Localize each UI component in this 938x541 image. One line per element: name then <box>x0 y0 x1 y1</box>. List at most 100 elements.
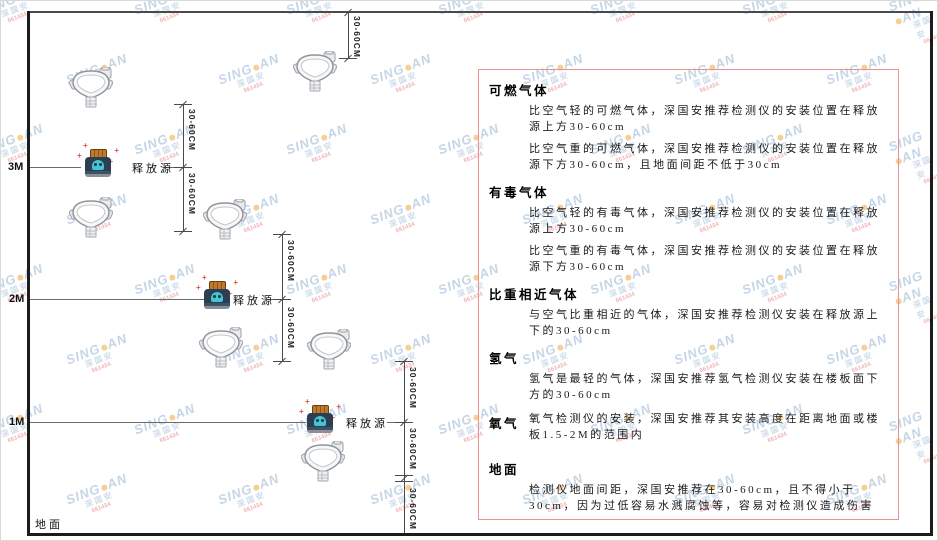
source-jar <box>85 157 111 177</box>
gas-detector-icon <box>68 196 114 244</box>
dim-label: 30-60CM <box>187 173 197 215</box>
release-source-label: 释放源 <box>132 163 174 175</box>
dim-line-1m-ground <box>404 361 405 533</box>
info-panel: 可燃气体 比空气轻的可燃气体，深国安推荐检测仪的安装位置在释放源上方30-60c… <box>478 69 899 520</box>
spark-mark: + <box>299 407 304 416</box>
dim-label: 30-60CM <box>187 109 197 151</box>
section-hydrogen: 氢气 氢气是最轻的气体，深国安推荐氢气检测仪安装在楼板面下方的30-60cm <box>489 348 890 403</box>
brand-dot-icon <box>168 1 177 2</box>
section-paragraph: 比空气重的有毒气体，深国安推荐检测仪的安装位置在释放源下方30-60cm <box>529 245 880 273</box>
dim-tick <box>395 481 413 482</box>
right-wall-line <box>930 11 933 535</box>
brand-dot-icon <box>320 273 329 282</box>
spark-mark: + <box>305 397 310 406</box>
spark-mark: + <box>114 146 119 155</box>
left-wall-line <box>27 11 30 535</box>
brand-dot-icon <box>252 343 261 352</box>
spark-mark: + <box>77 151 82 160</box>
brand-dot-icon <box>252 483 261 492</box>
gas-detector-icon <box>292 50 338 98</box>
height-line-1m <box>30 422 306 423</box>
height-label-2m: 2M <box>9 293 25 305</box>
release-source-icon: ++++ <box>196 274 238 309</box>
height-line-2m <box>30 299 204 300</box>
brand-dot-icon <box>404 343 413 352</box>
brand-dot-icon <box>16 1 25 2</box>
brand-dot-icon <box>776 1 785 2</box>
section-paragraph: 比空气轻的有毒气体，深国安推荐检测仪的安装位置在释放源上方30-60cm <box>529 207 880 235</box>
brand-dot-icon <box>100 483 109 492</box>
brand-dot-icon <box>252 63 261 72</box>
release-source-label: 释放源 <box>233 295 275 307</box>
height-label-3m: 3M <box>8 161 24 173</box>
brand-dot-icon <box>16 133 25 142</box>
section-heading: 可燃气体 <box>489 84 550 98</box>
section-heading: 氢气 <box>489 352 520 366</box>
height-line-3m-connector <box>163 167 175 168</box>
dim-label: 30-60CM <box>286 240 296 282</box>
section-heading: 氧气 <box>489 417 520 431</box>
brand-dot-icon <box>252 203 261 212</box>
dim-tick <box>395 475 413 476</box>
dim-line-ceiling <box>348 13 349 58</box>
brand-dot-icon <box>168 413 177 422</box>
dim-label: 30-60CM <box>286 307 296 349</box>
spark-mark: + <box>196 283 201 292</box>
spark-mark: + <box>336 402 341 411</box>
skull-icon <box>92 160 104 170</box>
release-source-icon: ++++ <box>77 142 119 177</box>
spark-mark: + <box>83 141 88 150</box>
source-jar <box>204 289 230 309</box>
section-paragraph: 比空气轻的可燃气体，深国安推荐检测仪的安装位置在释放源上方30-60cm <box>529 105 880 133</box>
dim-label: 30-60CM <box>408 488 418 530</box>
brand-dot-icon <box>404 63 413 72</box>
section-oxygen: 氧气 氧气检测仪的安装，深国安推荐其安装高度在距离地面或楼板1.5-2M的范围内 <box>489 412 890 443</box>
source-jar <box>307 413 333 433</box>
section-combustible-gas: 可燃气体 比空气轻的可燃气体，深国安推荐检测仪的安装位置在释放源上方30-60c… <box>489 80 890 173</box>
brand-dot-icon <box>168 133 177 142</box>
brand-dot-icon <box>320 133 329 142</box>
release-source-label: 释放源 <box>346 418 388 430</box>
section-heading: 比重相近气体 <box>489 288 580 302</box>
skull-icon <box>314 416 326 426</box>
section-paragraph: 氢气是最轻的气体，深国安推荐氢气检测仪安装在楼板面下方的30-60cm <box>529 373 880 401</box>
height-line-3m <box>30 167 81 168</box>
ceiling-line <box>28 11 932 13</box>
gas-detector-icon <box>202 198 248 246</box>
dim-label: 30-60CM <box>408 428 418 470</box>
section-similar-density-gas: 比重相近气体 与空气比重相近的气体，深国安推荐检测仪安装在释放源上下的30-60… <box>489 284 890 339</box>
release-source-icon: ++++ <box>299 398 341 433</box>
height-label-1m: 1M <box>9 416 25 428</box>
spark-mark: + <box>233 278 238 287</box>
section-paragraph: 与空气比重相近的气体，深国安推荐检测仪安装在释放源上下的30-60cm <box>529 309 880 337</box>
skull-icon <box>211 292 223 302</box>
brand-dot-icon <box>894 17 903 26</box>
brand-dot-icon <box>100 343 109 352</box>
dim-label: 30-60CM <box>408 367 418 409</box>
spark-mark: + <box>202 273 207 282</box>
gas-detector-icon <box>68 66 114 114</box>
brand-dot-icon <box>472 1 481 2</box>
gas-detector-icon <box>300 440 346 488</box>
brand-dot-icon <box>320 1 329 2</box>
section-toxic-gas: 有毒气体 比空气轻的有毒气体，深国安推荐检测仪的安装位置在释放源上方30-60c… <box>489 182 890 275</box>
section-heading: 有毒气体 <box>489 186 550 200</box>
section-ground: 地面 检测仪地面间距，深国安推荐在30-60cm，且不得小于30cm，因为过低容… <box>489 459 890 514</box>
section-paragraph: 比空气重的可燃气体，深国安推荐检测仪的安装位置在释放源下方30-60cm，且地面… <box>529 143 880 171</box>
brand-dot-icon <box>168 273 177 282</box>
